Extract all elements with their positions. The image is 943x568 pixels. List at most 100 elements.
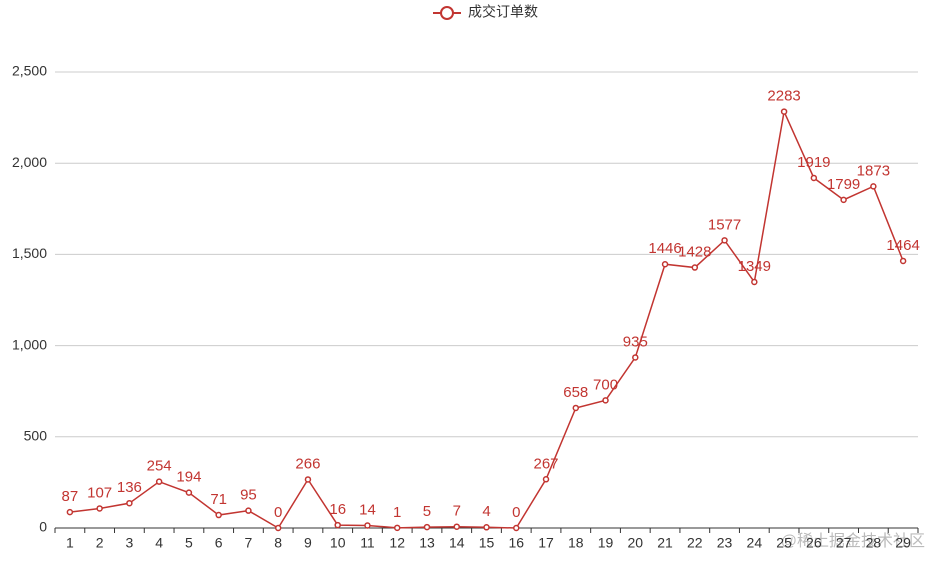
point — [423, 523, 431, 531]
point — [542, 476, 550, 483]
value-label: 136 — [117, 479, 142, 496]
point — [572, 404, 580, 412]
x-tick-label: 2 — [96, 535, 104, 551]
x-tick-label: 23 — [717, 535, 733, 551]
watermark: @稀土掘金技术社区 — [781, 532, 925, 550]
point — [453, 523, 460, 530]
x-tick-label: 27 — [836, 535, 852, 551]
x-tick-label: 7 — [245, 535, 253, 551]
point — [155, 478, 163, 485]
point — [334, 521, 341, 529]
value-label: 107 — [87, 484, 112, 501]
y-tick-label: 2,000 — [12, 154, 47, 170]
x-tick-label: 13 — [419, 535, 435, 551]
value-label: 254 — [147, 458, 172, 475]
point — [691, 264, 699, 271]
value-label: 14 — [359, 501, 376, 518]
point — [840, 196, 847, 204]
point — [274, 524, 282, 532]
x-tick-label: 24 — [747, 535, 763, 551]
value-label: 700 — [593, 376, 618, 393]
value-label: 4 — [482, 503, 490, 520]
point — [96, 505, 103, 512]
value-label: 1464 — [886, 237, 919, 254]
value-label: 267 — [534, 455, 559, 472]
legend: 成交订单数 — [433, 4, 538, 20]
value-label: 7 — [453, 503, 461, 520]
x-tick-label: 15 — [479, 535, 495, 551]
value-label: 1799 — [827, 176, 860, 193]
point — [513, 524, 520, 532]
x-tick-label: 20 — [628, 535, 644, 551]
point — [393, 524, 401, 532]
x-tick-label: 5 — [185, 535, 193, 551]
x-tick-label: 6 — [215, 535, 223, 551]
point — [870, 183, 877, 190]
point — [751, 278, 758, 286]
x-tick-label: 17 — [538, 535, 554, 551]
value-label: 5 — [423, 503, 431, 520]
point — [126, 499, 133, 507]
y-tick-label: 2,500 — [12, 63, 47, 79]
x-tick-label: 25 — [776, 535, 792, 551]
value-label: 1428 — [678, 244, 711, 261]
value-label: 266 — [295, 455, 320, 472]
x-tick-label: 4 — [155, 535, 163, 551]
legend-label: 成交订单数 — [468, 4, 538, 20]
x-tick-label: 16 — [508, 535, 524, 551]
x-tick-label: 9 — [304, 535, 312, 551]
value-label: 1446 — [648, 240, 681, 257]
point — [304, 476, 312, 483]
x-tick-label: 10 — [330, 535, 346, 551]
point — [661, 260, 669, 268]
point — [810, 174, 818, 182]
x-tick-label: 29 — [895, 535, 911, 551]
point — [245, 507, 252, 514]
value-label: 2283 — [767, 88, 800, 105]
point — [483, 524, 490, 531]
series-line — [69, 109, 904, 530]
point — [721, 237, 728, 244]
value-label: 95 — [240, 487, 257, 504]
y-tick-label: 1,000 — [12, 336, 47, 352]
point — [185, 489, 193, 496]
x-tick-label: 21 — [657, 535, 673, 551]
value-label: 1 — [393, 504, 401, 521]
value-label: 0 — [512, 504, 520, 521]
x-tick-label: 3 — [125, 535, 133, 551]
y-tick-label: 0 — [39, 519, 47, 535]
value-label: 0 — [274, 504, 282, 521]
value-label: 71 — [210, 491, 227, 508]
point — [780, 108, 788, 115]
x-tick-label: 18 — [568, 535, 584, 551]
value-label: 658 — [563, 384, 588, 401]
x-tick-label: 11 — [360, 535, 375, 551]
point — [899, 257, 907, 265]
x-tick-label: 12 — [389, 535, 405, 551]
value-label: 1577 — [708, 216, 741, 233]
x-tick-label: 1 — [66, 535, 74, 551]
point — [632, 354, 639, 361]
y-tick-label: 1,500 — [12, 245, 47, 261]
point — [364, 522, 371, 529]
x-tick-label: 22 — [687, 535, 703, 551]
value-label: 87 — [62, 488, 79, 505]
value-label: 194 — [176, 469, 201, 486]
value-label: 1349 — [738, 258, 771, 275]
value-label: 16 — [329, 501, 346, 518]
x-tick-label: 26 — [806, 535, 822, 551]
value-label: 1919 — [797, 154, 830, 171]
x-tick-label: 14 — [449, 535, 465, 551]
point — [602, 397, 609, 404]
value-label: 1873 — [857, 162, 890, 179]
point — [215, 511, 222, 519]
y-tick-label: 500 — [24, 428, 48, 444]
x-tick-label: 28 — [866, 535, 882, 551]
value-label: 935 — [623, 333, 648, 350]
x-tick-label: 8 — [274, 535, 282, 551]
x-tick-label: 19 — [598, 535, 614, 551]
legend-marker — [440, 6, 454, 20]
point — [66, 508, 74, 516]
